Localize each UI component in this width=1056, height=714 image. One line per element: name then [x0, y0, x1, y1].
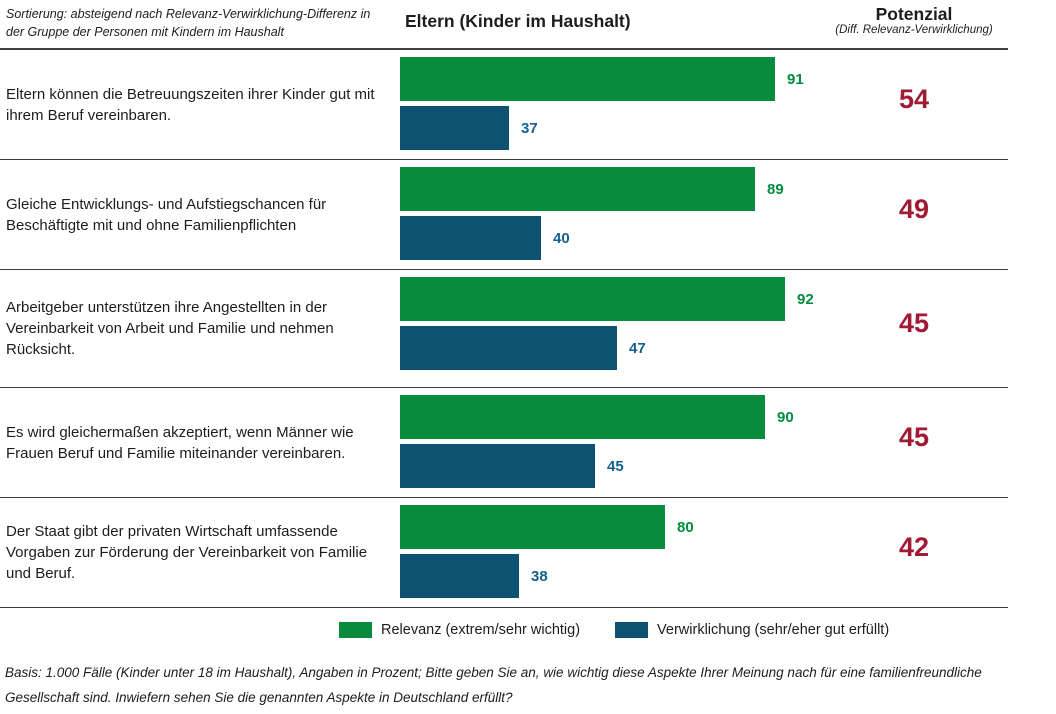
- verwirklichung-bar: [400, 216, 541, 260]
- chart-title: Eltern (Kinder im Haushalt): [405, 11, 631, 31]
- verwirklichung-value: 40: [553, 229, 570, 247]
- legend-item-verwirklichung: Verwirklichung (sehr/eher gut erfüllt): [615, 622, 889, 638]
- relevanz-value: 92: [797, 290, 814, 308]
- verwirklichung-value: 45: [607, 457, 624, 475]
- relevanz-value: 90: [777, 408, 794, 426]
- verwirklichung-value: 47: [629, 339, 646, 357]
- relevanz-bar: [400, 395, 765, 439]
- potenzial-value: 45: [898, 308, 930, 338]
- relevanz-value: 80: [677, 518, 694, 536]
- bar-chart: Sortierung: absteigend nach Relevanz-Ver…: [0, 0, 1008, 652]
- potenzial-value: 45: [898, 422, 930, 452]
- verwirklichung-bar: [400, 326, 617, 370]
- verwirklichung-swatch-icon: [615, 622, 649, 638]
- category-label: Gleiche Entwicklungs- und Aufstiegschanc…: [6, 195, 327, 234]
- relevanz-swatch-icon: [339, 622, 372, 638]
- chart-row: Arbeitgeber unterstützen ihre Angestellt…: [0, 270, 1008, 388]
- relevanz-value: 91: [787, 70, 804, 88]
- verwirklichung-bar: [400, 554, 519, 598]
- category-label: Es wird gleichermaßen akzeptiert, wenn M…: [6, 423, 354, 462]
- relevanz-bar: [400, 57, 775, 101]
- legend-label: Relevanz (extrem/sehr wichtig): [381, 622, 581, 638]
- relevanz-bar: [400, 277, 785, 321]
- relevanz-value: 89: [767, 180, 784, 198]
- relevanz-bar: [400, 505, 665, 549]
- potenzial-value: 54: [898, 84, 930, 114]
- verwirklichung-value: 37: [521, 119, 538, 137]
- basis-note: Basis: 1.000 Fälle (Kinder unter 18 im H…: [5, 665, 982, 705]
- category-label: Der Staat gibt der privaten Wirtschaft u…: [6, 523, 368, 582]
- bar-group: 89 40: [400, 160, 820, 269]
- verwirklichung-bar: [400, 444, 595, 488]
- potenzial-header: Potenzial (Diff. Relevanz-Verwirklichung…: [820, 0, 1008, 48]
- bar-group: 92 47: [400, 270, 820, 387]
- potenzial-title: Potenzial: [875, 4, 953, 24]
- sort-note: Sortierung: absteigend nach Relevanz-Ver…: [6, 7, 371, 39]
- category-label: Eltern können die Betreuungszeiten ihrer…: [6, 85, 375, 124]
- chart-row: Es wird gleichermaßen akzeptiert, wenn M…: [0, 388, 1008, 498]
- relevanz-bar: [400, 167, 755, 211]
- chart-row: Gleiche Entwicklungs- und Aufstiegschanc…: [0, 160, 1008, 270]
- bar-group: 91 37: [400, 50, 820, 159]
- chart-row: Der Staat gibt der privaten Wirtschaft u…: [0, 498, 1008, 608]
- potenzial-subtitle: (Diff. Relevanz-Verwirklichung): [835, 24, 993, 37]
- legend-item-relevanz: Relevanz (extrem/sehr wichtig): [339, 622, 580, 638]
- potenzial-value: 49: [898, 194, 930, 224]
- chart-legend: Relevanz (extrem/sehr wichtig) Verwirkli…: [0, 608, 1008, 652]
- bar-group: 90 45: [400, 388, 820, 497]
- category-label: Arbeitgeber unterstützen ihre Angestellt…: [6, 299, 334, 358]
- verwirklichung-bar: [400, 106, 509, 150]
- bar-group: 80 38: [400, 498, 820, 607]
- legend-label: Verwirklichung (sehr/eher gut erfüllt): [657, 622, 890, 638]
- verwirklichung-value: 38: [531, 567, 548, 585]
- potenzial-value: 42: [898, 532, 930, 562]
- chart-row: Eltern können die Betreuungszeiten ihrer…: [0, 50, 1008, 160]
- chart-header: Sortierung: absteigend nach Relevanz-Ver…: [0, 0, 1008, 50]
